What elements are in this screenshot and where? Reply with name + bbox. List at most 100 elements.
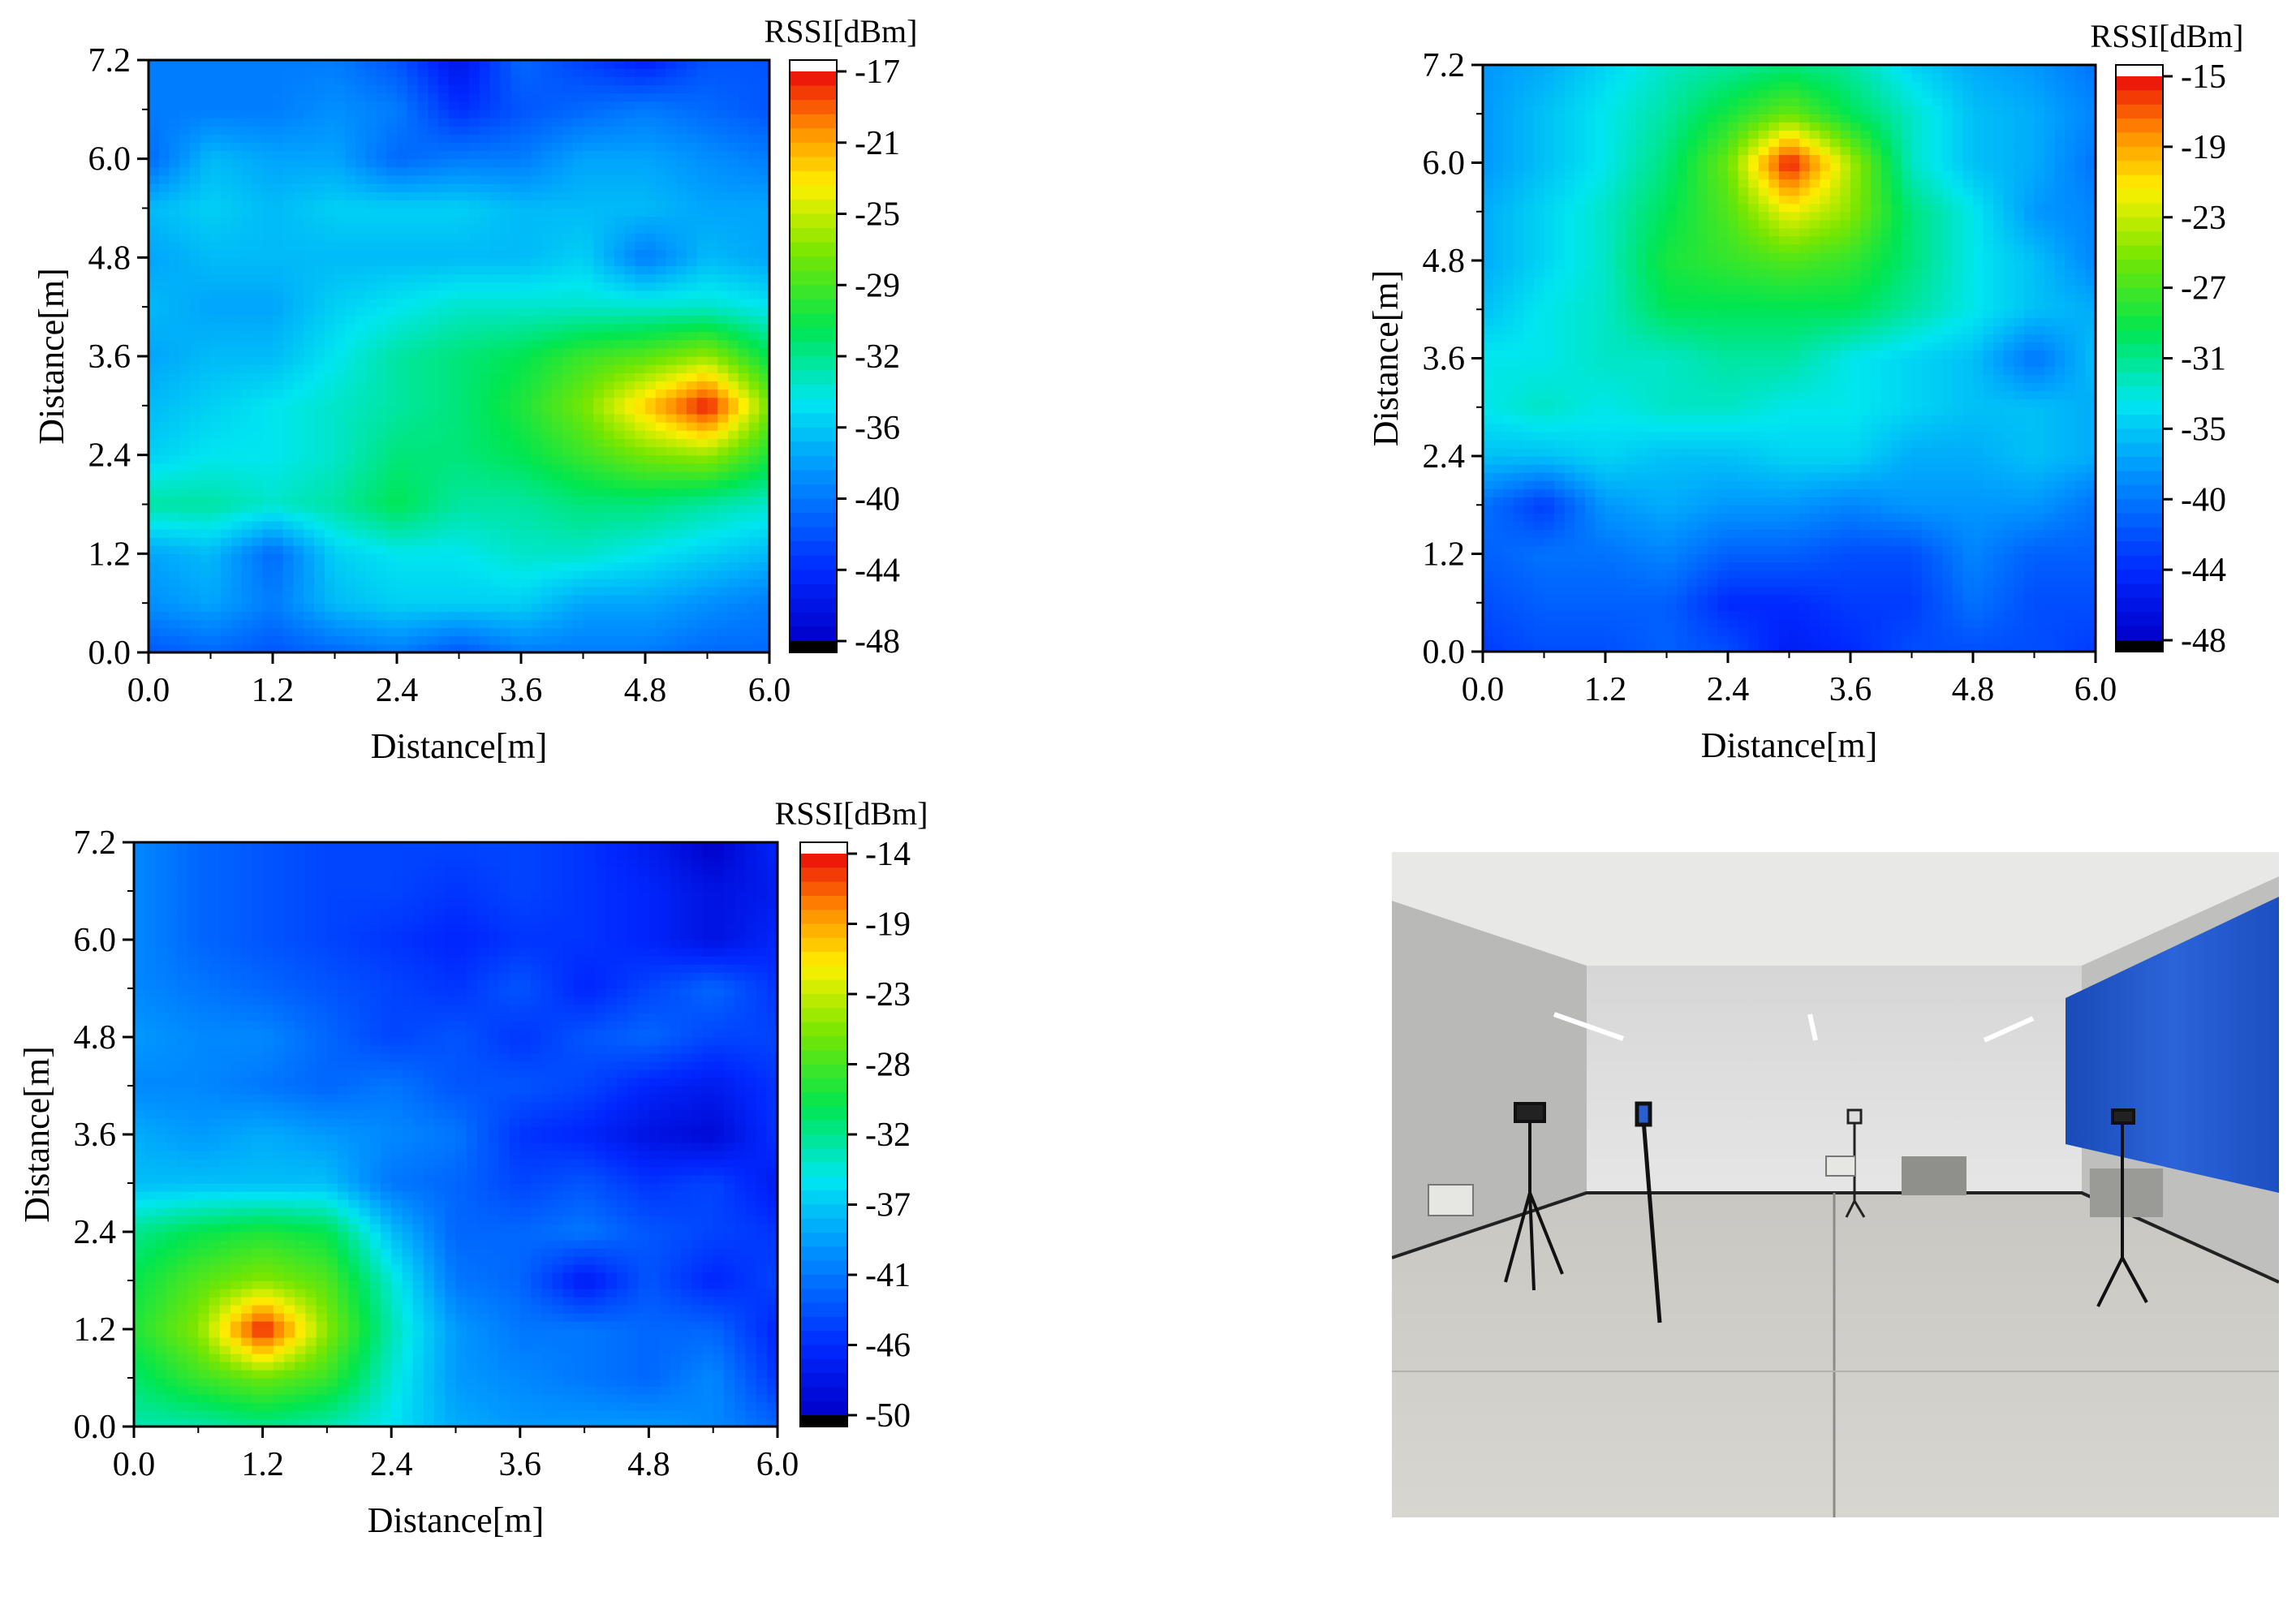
heatmap-2-cell <box>1646 578 1657 587</box>
heatmap-1-cell <box>552 578 563 587</box>
heatmap-1-cell <box>397 595 408 604</box>
heatmap-1-cell <box>614 93 626 102</box>
heatmap-1-cell <box>448 232 460 242</box>
heatmap-1-cell <box>676 232 687 242</box>
heatmap-2-cell <box>1584 570 1596 579</box>
heatmap-1-cell <box>676 545 687 554</box>
heatmap-1-cell <box>345 463 356 472</box>
heatmap-1-cell <box>531 480 543 488</box>
heatmap-1-cell <box>655 339 667 349</box>
heatmap-1-cell <box>376 578 387 587</box>
heatmap-1-cell <box>687 438 698 448</box>
heatmap-1-cell <box>210 528 222 538</box>
heatmap-1-cell <box>459 208 470 217</box>
heatmap-1-cell <box>397 430 408 439</box>
heatmap-1-cell <box>282 586 295 596</box>
heatmap-1-cell <box>376 528 387 538</box>
heatmap-1-cell <box>624 480 635 488</box>
heatmap-1-cell <box>376 331 387 341</box>
heatmap-1-cell <box>541 166 553 176</box>
heatmap-1-cell <box>635 299 646 308</box>
heatmap-1-cell <box>738 512 750 522</box>
heatmap-1-cell <box>552 109 563 118</box>
heatmap-1-cell <box>635 364 646 373</box>
heatmap-1-cell <box>676 512 687 522</box>
heatmap-1-cell <box>552 405 563 415</box>
heatmap-1-cell <box>158 192 170 200</box>
heatmap-1-cell <box>531 545 543 554</box>
heatmap-1-cell <box>448 241 460 250</box>
heatmap-1-cell <box>221 611 232 621</box>
heatmap-1-cell <box>345 405 356 415</box>
heatmap-1-cell <box>480 224 491 234</box>
heatmap-1-cell <box>489 397 502 407</box>
heatmap-2-cell <box>2034 610 2045 620</box>
heatmap-1-cell <box>748 117 760 127</box>
heatmap-1-cell <box>748 76 760 86</box>
heatmap-2-cell <box>1901 594 1913 604</box>
heatmap-1-colorbar-band <box>790 285 837 300</box>
heatmap-2-cell <box>1554 594 1566 604</box>
heatmap-1-cell <box>541 142 553 152</box>
heatmap-1-cell <box>635 117 646 127</box>
heatmap-1-cell <box>314 405 325 415</box>
heatmap-2-cell <box>1503 610 1514 620</box>
heatmap-2-cell <box>1605 602 1617 612</box>
heatmap-1-cell <box>386 488 398 497</box>
heatmap-1-cell <box>645 430 657 439</box>
heatmap-1-cell <box>696 192 709 200</box>
heatmap-1-cell <box>480 422 491 431</box>
heatmap-1-cell <box>190 627 201 637</box>
heatmap-1-cell <box>676 488 687 497</box>
heatmap-1-colorbar-band <box>790 598 837 613</box>
heatmap-1-cell <box>314 60 325 69</box>
heatmap-1-cell <box>469 249 480 258</box>
heatmap-1-cell <box>655 68 667 77</box>
heatmap-1-cell <box>190 331 201 341</box>
heatmap-1-cell <box>252 405 263 415</box>
heatmap-1-cell <box>407 389 419 398</box>
heatmap-1-cell <box>635 249 646 258</box>
heatmap-1-cell <box>676 496 687 506</box>
heatmap-2-cell <box>1666 594 1678 604</box>
heatmap-1-cell <box>645 249 657 258</box>
heatmap-1-cell <box>231 611 243 621</box>
heatmap-1-cell <box>355 232 367 242</box>
heatmap-1-cell <box>262 347 274 357</box>
heatmap-1-colorbar-band <box>790 470 837 485</box>
heatmap-1-cell <box>345 331 356 341</box>
heatmap-1-cell <box>334 480 346 488</box>
heatmap-1-cell <box>562 430 574 439</box>
heatmap-2-cell <box>1615 594 1626 604</box>
heatmap-1-cell <box>583 93 594 102</box>
heatmap-1-cell <box>314 471 325 480</box>
heatmap-1-cell <box>583 273 594 283</box>
heatmap-1-cell <box>221 290 232 299</box>
heatmap-1-cell <box>407 290 419 299</box>
heatmap-1-cell <box>635 446 646 456</box>
heatmap-2-cell <box>2085 635 2096 644</box>
heatmap-1-cell <box>531 405 543 415</box>
heatmap-1-cell <box>531 126 543 135</box>
heatmap-1-cell <box>200 323 212 333</box>
heatmap-1-cell <box>655 586 667 596</box>
heatmap-2-cell <box>2003 635 2014 644</box>
heatmap-1-cell <box>635 635 646 645</box>
heatmap-1-cell <box>583 643 594 653</box>
heatmap-1-cell <box>748 422 760 431</box>
heatmap-1-cell <box>293 224 304 234</box>
heatmap-1-cell <box>728 413 739 423</box>
heatmap-1-cell <box>149 224 160 234</box>
heatmap-1-colorbar-band <box>790 498 837 514</box>
heatmap-1-cell <box>304 356 315 365</box>
heatmap-1-cell <box>759 216 770 226</box>
heatmap-1-cell <box>304 454 315 464</box>
heatmap-1-cell <box>531 364 543 373</box>
heatmap-1-cell <box>645 208 657 217</box>
heatmap-2-cell <box>1656 594 1668 604</box>
heatmap-1-cell <box>365 430 377 439</box>
heatmap-1-cell <box>500 562 511 571</box>
heatmap-1-cell <box>676 192 687 200</box>
heatmap-1-cell <box>593 430 605 439</box>
heatmap-1-cell <box>304 381 315 390</box>
